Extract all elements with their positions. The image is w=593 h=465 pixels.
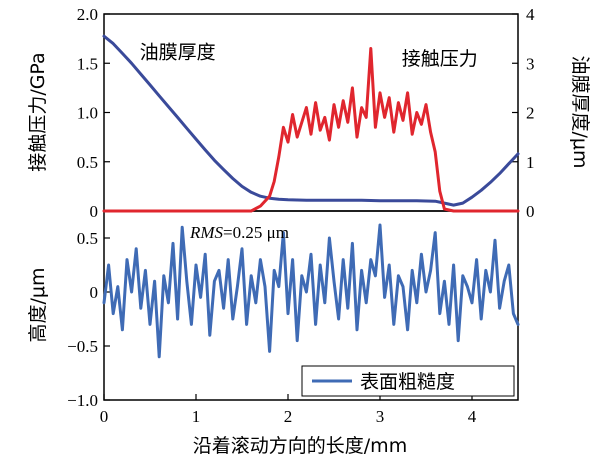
bottom-x-axis-ticks: 0 1 2 3 4	[100, 394, 477, 426]
top-right-axis-ticks: 0 1 2 3 4	[512, 5, 535, 221]
legend: 表面粗糙度	[301, 365, 515, 397]
top-left-axis-ticks: 0 0.5 1.0 1.5 2.0	[77, 5, 110, 221]
x-tick-label-1: 1	[192, 407, 201, 426]
bottom-y-axis-ticks: −1.0 −0.5 0 0.5	[67, 229, 110, 410]
rms-label: RMS=0.25 μm	[189, 223, 289, 242]
contact-pressure-annotation: 接触压力	[402, 48, 478, 70]
top-series-layer	[102, 34, 520, 213]
top-right-tick-label-0: 0	[526, 202, 535, 221]
rms-label-value: =0.25 μm	[223, 223, 289, 242]
bottom-panel-frame	[103, 210, 519, 401]
top-left-tick-label-2: 1.0	[77, 104, 98, 123]
surface-roughness-line	[102, 223, 520, 359]
bottom-y-tick-label-3: 0.5	[77, 229, 98, 248]
film-thickness-annotation: 油膜厚度	[140, 41, 216, 63]
bottom-y-tick-label-1: −0.5	[67, 337, 98, 356]
top-right-axis-title: 油膜厚度/μm	[569, 56, 591, 169]
rms-label-italic: RMS	[189, 223, 224, 242]
top-right-tick-label-3: 3	[526, 54, 535, 73]
x-tick-label-4: 4	[468, 407, 477, 426]
contact-pressure-line	[102, 47, 520, 213]
x-tick-label-3: 3	[376, 407, 385, 426]
top-left-tick-label-1: 0.5	[77, 153, 98, 172]
top-right-tick-label-1: 1	[526, 153, 535, 172]
x-tick-label-0: 0	[100, 407, 109, 426]
top-left-axis-title: 接触压力/GPa	[27, 52, 49, 171]
top-left-tick-label-0: 0	[90, 202, 99, 221]
top-right-tick-label-2: 2	[526, 104, 535, 123]
bottom-y-tick-label-2: 0	[90, 283, 99, 302]
top-left-tick-label-4: 2.0	[77, 5, 98, 24]
x-axis-title: 沿着滚动方向的长度/mm	[193, 435, 407, 457]
bottom-series-layer	[102, 223, 520, 359]
top-left-tick-label-3: 1.5	[77, 54, 98, 73]
top-right-tick-label-4: 4	[526, 5, 535, 24]
legend-label: 表面粗糙度	[360, 371, 455, 393]
x-tick-label-2: 2	[284, 407, 293, 426]
bottom-y-tick-label-0: −1.0	[67, 391, 98, 410]
bottom-y-axis-title: 高度/μm	[27, 268, 49, 343]
